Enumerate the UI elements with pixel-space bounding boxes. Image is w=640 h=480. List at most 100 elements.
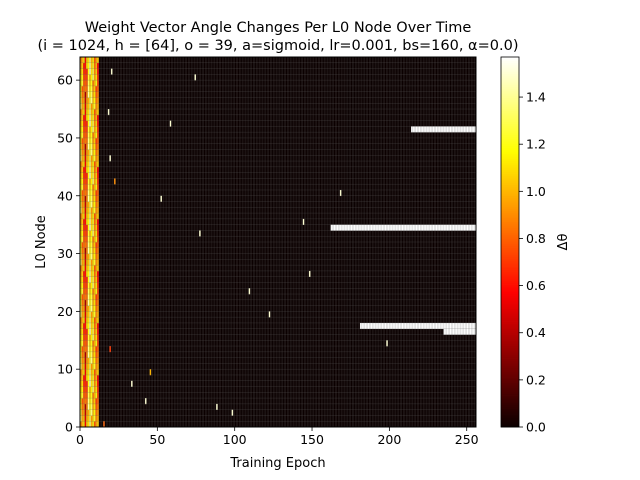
heatmap-cell bbox=[80, 126, 82, 133]
heatmap-cell bbox=[86, 288, 89, 295]
chart-title-line2: (i = 1024, h = [64], o = 39, a=sigmoid, … bbox=[38, 38, 519, 54]
heatmap-cell bbox=[92, 288, 95, 295]
heatmap-cell bbox=[80, 207, 82, 214]
heatmap-cell bbox=[84, 392, 87, 399]
colorbar-segment bbox=[501, 60, 519, 63]
colorbar-segment bbox=[501, 188, 519, 191]
heatmap-cell bbox=[95, 311, 98, 318]
heatmap-cell bbox=[87, 172, 90, 179]
heatmap-cell bbox=[95, 380, 98, 387]
colorbar-segment bbox=[501, 280, 519, 284]
heatmap-cell bbox=[84, 132, 87, 139]
heatmap-cell bbox=[90, 62, 93, 69]
heatmap-cell bbox=[90, 178, 93, 185]
heatmap-cell bbox=[90, 195, 93, 202]
heatmap-cell bbox=[81, 386, 84, 393]
heatmap-cell bbox=[93, 172, 96, 179]
heatmap-cell bbox=[93, 276, 96, 283]
heatmap-cell bbox=[84, 161, 87, 168]
heatmap-cell bbox=[86, 85, 89, 92]
heatmap-cell bbox=[83, 236, 85, 243]
heatmap-cell bbox=[80, 259, 82, 266]
heatmap-cell bbox=[80, 80, 82, 87]
colorbar-segment bbox=[501, 132, 519, 136]
heatmap-cell bbox=[89, 398, 92, 405]
heatmap-cell bbox=[84, 299, 87, 306]
heatmap-cell bbox=[84, 213, 87, 220]
heatmap-cell bbox=[87, 363, 90, 370]
heatmap-cell bbox=[86, 207, 89, 214]
heatmap-cell bbox=[86, 317, 89, 324]
heatmap-cell bbox=[87, 305, 90, 312]
heatmap-cell bbox=[86, 311, 89, 318]
colorbar-segment bbox=[501, 401, 519, 404]
colorbar-segment bbox=[501, 62, 519, 65]
heatmap-spike bbox=[302, 218, 305, 225]
heatmap-cell bbox=[89, 207, 92, 214]
heatmap-cell bbox=[86, 80, 89, 87]
heatmap-cell bbox=[93, 328, 96, 335]
heatmap-cell bbox=[83, 421, 85, 428]
heatmap-spike bbox=[216, 403, 218, 410]
heatmap-cell bbox=[87, 288, 90, 295]
heatmap-cell bbox=[86, 363, 89, 370]
heatmap-cell bbox=[81, 224, 84, 231]
heatmap-cell bbox=[84, 201, 87, 208]
colorbar-segment bbox=[501, 291, 519, 295]
heatmap-cell bbox=[81, 137, 84, 145]
heatmap-cell bbox=[92, 74, 95, 81]
heatmap-cell bbox=[93, 346, 96, 353]
heatmap-cell bbox=[87, 421, 90, 428]
heatmap-cell bbox=[89, 380, 92, 387]
heatmap-cell bbox=[95, 363, 98, 370]
heatmap-cell bbox=[87, 415, 90, 422]
heatmap-cell bbox=[97, 259, 99, 266]
heatmap-cell bbox=[80, 195, 82, 202]
y-axis-label: L0 Node bbox=[34, 215, 49, 269]
heatmap-cell bbox=[90, 369, 93, 376]
heatmap-cell bbox=[86, 276, 89, 283]
heatmap-cell bbox=[92, 369, 95, 376]
heatmap-cell bbox=[92, 80, 95, 87]
heatmap-cell bbox=[97, 322, 99, 330]
heatmap-cell bbox=[84, 334, 87, 341]
heatmap-cell bbox=[93, 305, 96, 312]
heatmap-cell bbox=[92, 253, 95, 260]
heatmap-cell bbox=[84, 317, 87, 324]
heatmap-cell bbox=[95, 155, 98, 162]
heatmap-cell bbox=[95, 288, 98, 295]
colorbar-segment bbox=[501, 421, 519, 424]
heatmap-cell bbox=[81, 97, 84, 104]
colorbar-segment bbox=[501, 408, 519, 411]
heatmap-cell bbox=[86, 294, 89, 301]
heatmap-cell bbox=[95, 201, 98, 208]
colorbar-segment bbox=[501, 190, 519, 193]
heatmap-cell bbox=[83, 213, 85, 220]
heatmap-cell bbox=[83, 120, 85, 127]
heatmap-spike bbox=[131, 380, 133, 387]
colorbar-segment bbox=[501, 193, 519, 197]
heatmap-cell bbox=[81, 346, 84, 353]
colorbar-segment bbox=[501, 171, 519, 174]
heatmap-cell bbox=[86, 178, 89, 185]
colorbar-segment bbox=[501, 201, 519, 204]
heatmap-spike bbox=[110, 68, 113, 75]
heatmap-cell bbox=[90, 207, 93, 214]
saturated-run bbox=[443, 328, 476, 335]
heatmap-cell bbox=[89, 201, 92, 208]
heatmap-cell bbox=[86, 184, 89, 191]
heatmap-cell bbox=[90, 132, 93, 139]
heatmap-cell bbox=[80, 224, 82, 231]
heatmap-cell bbox=[92, 149, 95, 156]
heatmap-cell bbox=[84, 172, 87, 179]
heatmap-cell bbox=[89, 132, 92, 139]
colorbar-segment bbox=[501, 312, 519, 315]
heatmap-cell bbox=[86, 369, 89, 376]
heatmap-cell bbox=[80, 155, 82, 162]
heatmap-cell bbox=[93, 398, 96, 405]
y-tick-label: 10 bbox=[57, 362, 73, 377]
heatmap-cell bbox=[81, 74, 84, 81]
heatmap-cell bbox=[93, 236, 96, 243]
colorbar-tick-label: 0.6 bbox=[526, 278, 546, 293]
heatmap-cell bbox=[86, 57, 89, 64]
